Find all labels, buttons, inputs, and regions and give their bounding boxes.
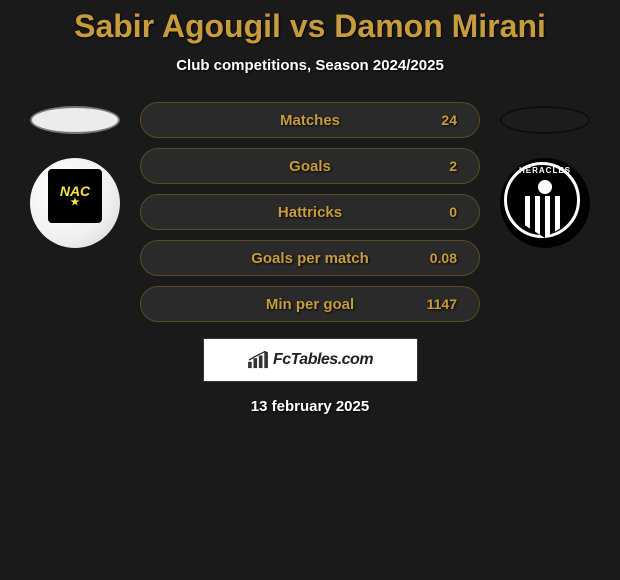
chart-icon xyxy=(247,351,269,369)
nac-star-icon: ★ xyxy=(71,197,80,208)
right-ellipse-icon xyxy=(500,106,590,134)
stat-label: Min per goal xyxy=(266,296,354,313)
main-row: NAC ★ .Matches24.Goals2.Hattricks0.Goals… xyxy=(0,102,620,322)
heracles-badge-text: HERACLES xyxy=(519,166,571,175)
date-text: 13 february 2025 xyxy=(0,398,620,415)
widget-container: Sabir Agougil vs Damon Mirani Club compe… xyxy=(0,0,620,415)
nac-badge-inner: NAC ★ xyxy=(48,169,102,223)
left-column: NAC ★ xyxy=(30,102,120,248)
stat-right-value: 2 xyxy=(449,158,457,174)
stat-label: Hattricks xyxy=(278,204,342,221)
stats-column: .Matches24.Goals2.Hattricks0.Goals per m… xyxy=(140,102,480,322)
stat-right-value: 0.08 xyxy=(430,250,457,266)
stat-right-value: 0 xyxy=(449,204,457,220)
stat-pill: .Goals per match0.08 xyxy=(140,240,480,276)
left-team-badge: NAC ★ xyxy=(30,158,120,248)
stat-right-value: 24 xyxy=(441,112,457,128)
page-title: Sabir Agougil vs Damon Mirani xyxy=(0,8,620,45)
logo-box[interactable]: FcTables.com xyxy=(203,338,418,382)
stat-label: Goals per match xyxy=(251,250,369,267)
heracles-ball-icon xyxy=(538,180,552,194)
right-column: HERACLES xyxy=(500,102,590,248)
stat-pill: .Hattricks0 xyxy=(140,194,480,230)
stat-pill: .Goals2 xyxy=(140,148,480,184)
logo-text: FcTables.com xyxy=(273,351,373,369)
left-ellipse-icon xyxy=(30,106,120,134)
right-team-badge: HERACLES xyxy=(500,158,590,248)
stat-pill: .Min per goal1147 xyxy=(140,286,480,322)
stat-label: Goals xyxy=(289,158,331,175)
stat-pill: .Matches24 xyxy=(140,102,480,138)
stat-right-value: 1147 xyxy=(427,296,457,312)
subtitle: Club competitions, Season 2024/2025 xyxy=(0,57,620,74)
stat-label: Matches xyxy=(280,112,340,129)
